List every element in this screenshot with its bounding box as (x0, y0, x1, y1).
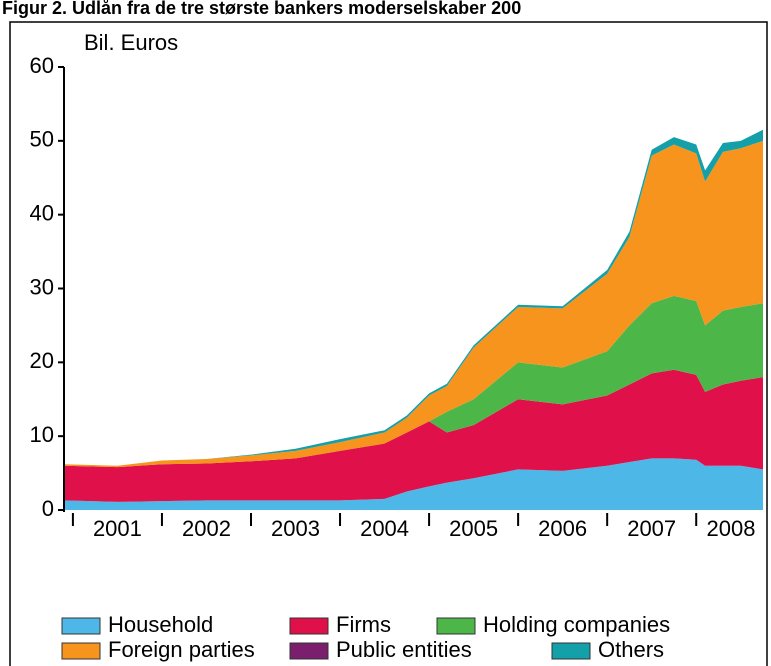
y-tick-label: 30 (30, 274, 54, 299)
y-axis-label: Bil. Euros (84, 30, 178, 55)
y-tick-label: 40 (30, 200, 54, 225)
legend-swatch (436, 617, 476, 635)
area (64, 140, 763, 468)
legend-label: Household (108, 612, 213, 637)
y-tick-label: 50 (30, 127, 54, 152)
legend-label: Public entities (336, 637, 472, 662)
x-tick-label: 2001 (93, 516, 142, 541)
area (64, 369, 763, 502)
legend-label: Firms (336, 612, 391, 637)
legend-label: Others (598, 637, 664, 662)
frame (9, 21, 768, 666)
x-tick-label: 2007 (627, 516, 676, 541)
x-tick-label: 2002 (182, 516, 231, 541)
x-tick-label: 2006 (538, 516, 587, 541)
legend-label: Foreign parties (108, 637, 255, 662)
legend-swatch (61, 617, 101, 635)
y-tick-label: 10 (30, 422, 54, 447)
x-tick-label: 2005 (449, 516, 498, 541)
area (64, 295, 763, 468)
legend-swatch (289, 617, 329, 635)
legend-swatch (551, 642, 591, 660)
x-tick-label: 2003 (271, 516, 320, 541)
x-tick-label: 2004 (360, 516, 409, 541)
legend-swatch (289, 642, 329, 660)
legend-label: Holding companies (483, 612, 670, 637)
legend-swatch (61, 642, 101, 660)
y-tick-label: 20 (30, 348, 54, 373)
chart-title: Figur 2. Udlån fra de tre største banker… (2, 0, 521, 18)
area (64, 458, 763, 510)
y-tick-label: 60 (30, 53, 54, 78)
y-tick-label: 0 (42, 496, 54, 521)
x-tick-label: 2008 (707, 516, 756, 541)
